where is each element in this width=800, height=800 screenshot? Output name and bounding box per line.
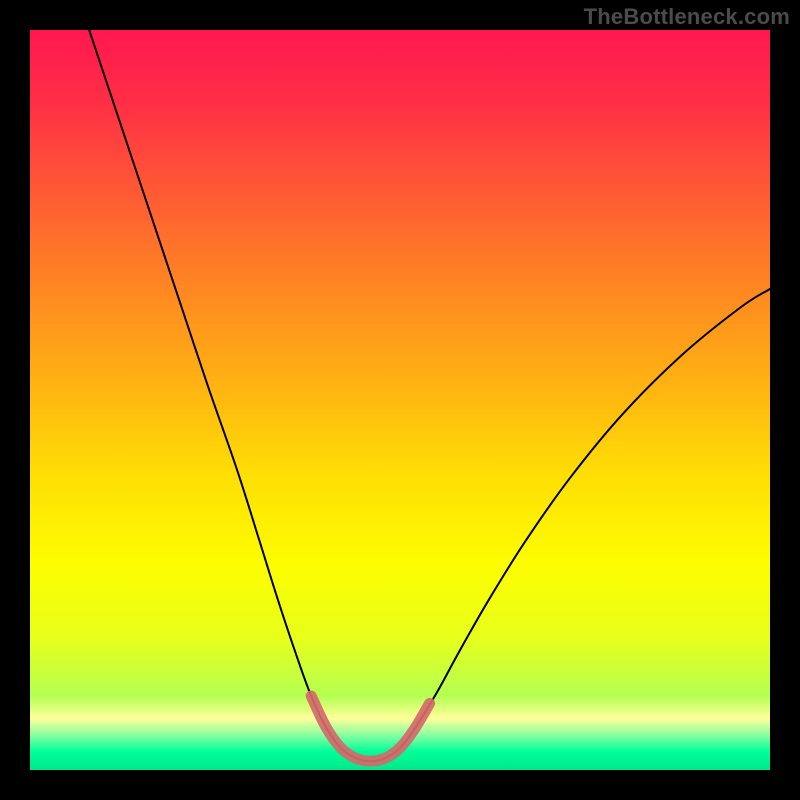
plot-background [30, 30, 770, 770]
chart-frame: TheBottleneck.com [0, 0, 800, 800]
bottleneck-chart [0, 0, 800, 800]
watermark-text: TheBottleneck.com [584, 4, 790, 30]
